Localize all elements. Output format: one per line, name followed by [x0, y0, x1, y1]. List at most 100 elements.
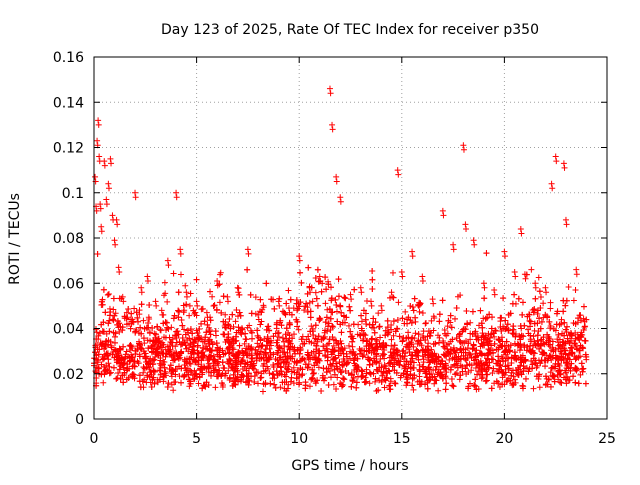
- data-point: [357, 332, 364, 339]
- data-point: [459, 340, 466, 347]
- data-point: [95, 351, 102, 358]
- data-point: [209, 347, 216, 354]
- data-point: [182, 282, 189, 289]
- data-point: [373, 358, 380, 365]
- data-point: [388, 289, 395, 296]
- data-point: [473, 336, 480, 343]
- data-point: [429, 351, 436, 358]
- data-point: [428, 346, 435, 353]
- x-tick-label: 15: [393, 431, 411, 447]
- data-point: [509, 367, 516, 374]
- data-point: [201, 318, 208, 325]
- data-point: [459, 363, 466, 370]
- data-point: [150, 374, 157, 381]
- data-point: [340, 375, 347, 382]
- data-point: [275, 298, 282, 305]
- data-point: [137, 384, 144, 391]
- data-point: [384, 331, 391, 338]
- data-point: [316, 273, 323, 280]
- data-point: [311, 362, 318, 369]
- data-point: [450, 246, 457, 253]
- data-point: [142, 354, 149, 361]
- data-point: [231, 353, 238, 360]
- data-point: [527, 348, 534, 355]
- data-point: [375, 310, 382, 317]
- data-point: [323, 286, 330, 293]
- data-point: [377, 334, 384, 341]
- data-point: [484, 355, 491, 362]
- data-point: [514, 364, 521, 371]
- data-point: [291, 331, 298, 338]
- data-point: [369, 321, 376, 328]
- data-point: [527, 342, 534, 349]
- data-point: [348, 349, 355, 356]
- data-point: [291, 358, 298, 365]
- data-point: [226, 357, 233, 364]
- data-point: [283, 300, 290, 307]
- data-point: [207, 288, 214, 295]
- data-point: [401, 356, 408, 363]
- data-point: [560, 160, 567, 167]
- data-point: [189, 330, 196, 337]
- data-point: [351, 286, 358, 293]
- data-point: [393, 359, 400, 366]
- data-point: [410, 386, 417, 393]
- data-point: [404, 320, 411, 327]
- data-point: [289, 335, 296, 342]
- data-point: [266, 370, 273, 377]
- data-point: [341, 294, 348, 301]
- data-point: [498, 354, 505, 361]
- data-point: [211, 302, 218, 309]
- data-point: [292, 350, 299, 357]
- data-point: [276, 302, 283, 309]
- data-point: [136, 372, 143, 379]
- data-point: [330, 342, 337, 349]
- data-point: [203, 379, 210, 386]
- data-point: [523, 364, 530, 371]
- data-point: [425, 364, 432, 371]
- data-point: [263, 280, 270, 287]
- data-point: [226, 315, 233, 322]
- data-point: [447, 312, 454, 319]
- data-point: [472, 376, 479, 383]
- data-point: [285, 343, 292, 350]
- data-point: [161, 370, 168, 377]
- data-point: [114, 348, 121, 355]
- data-point: [545, 355, 552, 362]
- data-point: [175, 307, 182, 314]
- data-point: [394, 167, 401, 174]
- data-point: [151, 368, 158, 375]
- data-point: [241, 340, 248, 347]
- data-point: [267, 342, 274, 349]
- data-point: [101, 351, 108, 358]
- data-point: [107, 155, 114, 162]
- data-point: [191, 310, 198, 317]
- data-point: [536, 345, 543, 352]
- data-point: [204, 345, 211, 352]
- data-point: [341, 313, 348, 320]
- data-point: [446, 340, 453, 347]
- data-point: [135, 318, 142, 325]
- data-point: [166, 343, 173, 350]
- data-point: [529, 306, 536, 313]
- data-point: [429, 296, 436, 303]
- data-point: [210, 365, 217, 372]
- data-point: [556, 341, 563, 348]
- data-point: [545, 334, 552, 341]
- data-point: [317, 277, 324, 284]
- data-point: [331, 366, 338, 373]
- data-point: [378, 378, 385, 385]
- data-point: [110, 364, 117, 371]
- data-point: [99, 356, 106, 363]
- data-point: [318, 288, 325, 295]
- data-point: [325, 323, 332, 330]
- data-point: [481, 284, 488, 291]
- data-point: [238, 331, 245, 338]
- data-point: [177, 250, 184, 257]
- data-point: [285, 337, 292, 344]
- data-point: [533, 364, 540, 371]
- data-point: [119, 293, 126, 300]
- data-point: [522, 275, 529, 282]
- data-point: [509, 300, 516, 307]
- data-point: [136, 341, 143, 348]
